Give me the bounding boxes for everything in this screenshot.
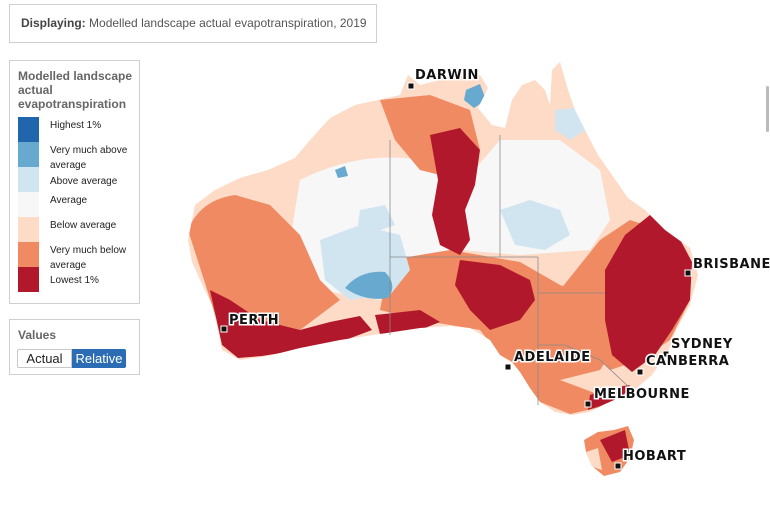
brisbane-label: BRISBANE (693, 257, 770, 272)
state-borders (389, 135, 631, 405)
sydney-marker (662, 350, 670, 358)
legend-label-above: Above average (50, 176, 118, 187)
legend-label-highest: Highest 1% (50, 120, 102, 131)
city-markers (220, 82, 692, 470)
brisbane-marker (684, 269, 692, 277)
legend-swatch-below (18, 217, 39, 242)
values-title: Values (18, 328, 57, 342)
legend-label-lowest: Lowest 1% (50, 275, 99, 286)
darwin-label: DARWIN (415, 68, 479, 83)
displaying-bar: Displaying: Modelled landscape actual ev… (9, 4, 377, 43)
legend-swatch-lowest (18, 267, 39, 292)
legend-swatch-above (18, 167, 39, 192)
adelaide-marker (504, 363, 512, 371)
legend-label-very-much-below: Very much below average (50, 245, 127, 271)
legend-label-average: Average (50, 195, 88, 206)
canberra-marker (636, 368, 644, 376)
legend-swatch-very-much-above (18, 142, 39, 167)
legend-swatch-average (18, 192, 39, 217)
legend-label-very-much-above: Very much above average (50, 145, 128, 171)
darwin-marker (407, 82, 415, 90)
perth-marker (220, 325, 228, 333)
actual-toggle-button[interactable]: Actual (17, 349, 72, 368)
displaying-value: Modelled landscape actual evapotranspira… (89, 16, 367, 30)
legend-swatch-highest (18, 117, 39, 142)
perth-label: PERTH (229, 313, 279, 328)
hobart-marker (614, 462, 622, 470)
canberra-label: CANBERRA (646, 354, 729, 369)
legend-title: Modelled landscape actual evapotranspira… (18, 69, 133, 111)
relative-toggle-button[interactable]: Relative (72, 349, 126, 368)
sydney-label: SYDNEY (671, 337, 733, 352)
legend-label-below: Below average (50, 220, 117, 231)
legend-swatch-very-much-below (18, 242, 39, 267)
adelaide-label: ADELAIDE (514, 350, 591, 365)
melbourne-marker (584, 400, 592, 408)
values-panel: Values Actual Relative (9, 319, 140, 375)
displaying-label: Displaying: (21, 16, 86, 30)
legend-panel: Modelled landscape actual evapotranspira… (9, 60, 140, 304)
hobart-label: HOBART (623, 449, 686, 464)
scrollbar-thumb[interactable] (766, 86, 769, 132)
melbourne-label: MELBOURNE (594, 387, 690, 402)
evapotranspiration-regions (188, 84, 692, 414)
australia-map[interactable]: DARWIN BRISBANE PERTH SYDNEY CANBERRA AD… (150, 50, 770, 514)
